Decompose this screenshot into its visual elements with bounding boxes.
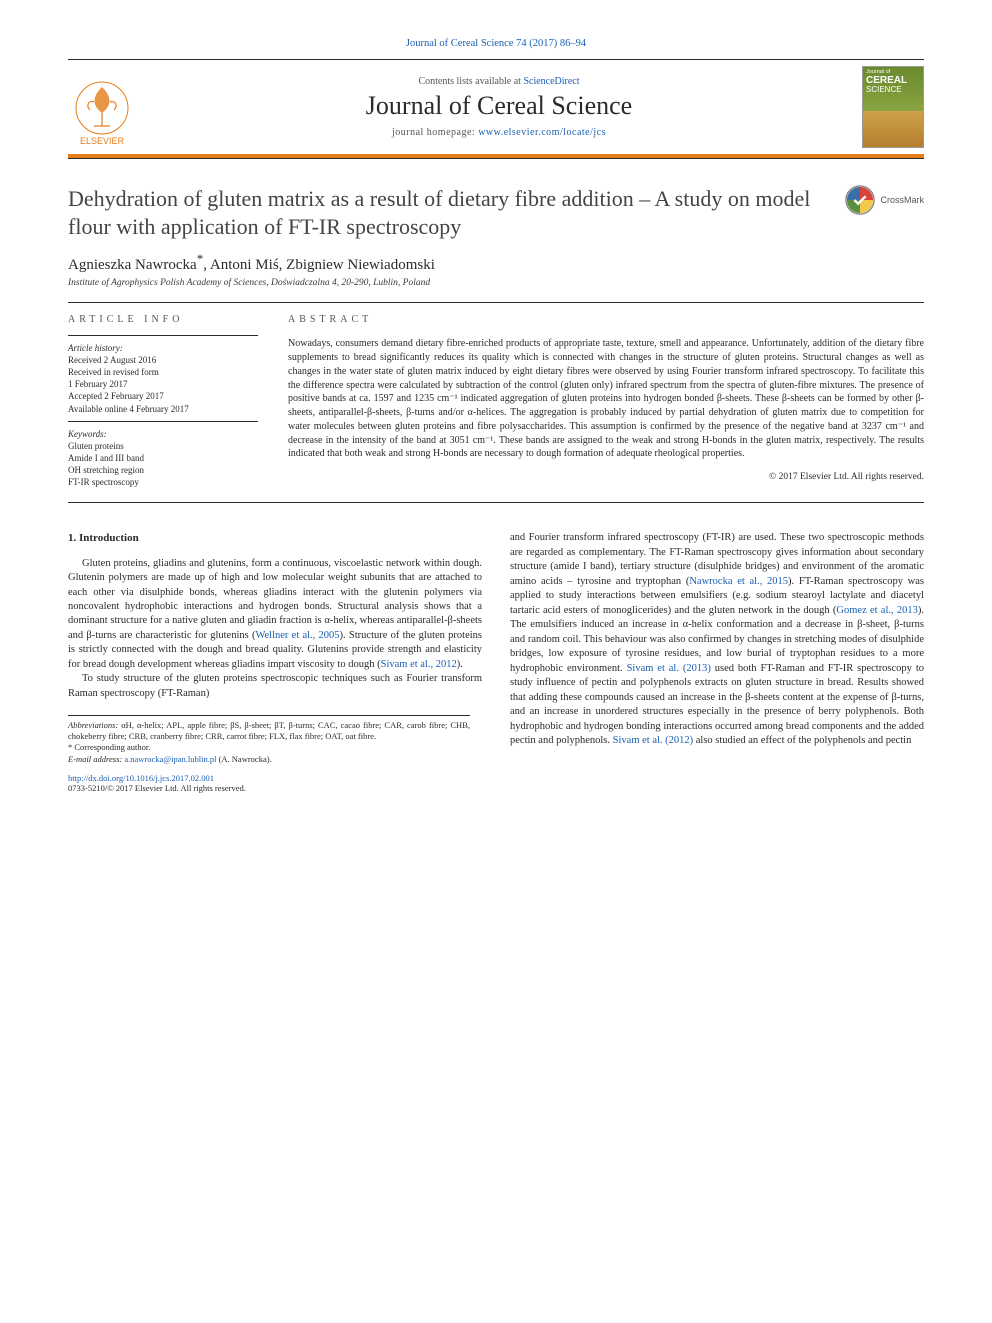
orange-rule (68, 154, 924, 158)
info-abstract-block: article info Article history: Received 2… (68, 302, 924, 503)
running-head: Journal of Cereal Science 74 (2017) 86–9… (68, 38, 924, 49)
journal-cover-thumb: Journal of CEREAL SCIENCE (862, 66, 924, 148)
keyword: OH stretching region (68, 464, 258, 476)
crossmark-icon (845, 185, 875, 215)
sciencedirect-link[interactable]: ScienceDirect (523, 76, 579, 87)
citation-link[interactable]: Sivam et al. (2013) (627, 663, 711, 674)
issn-copyright: 0733-5210/© 2017 Elsevier Ltd. All right… (68, 783, 246, 793)
crossmark-label: CrossMark (880, 195, 924, 205)
author: Agnieszka Nawrocka (68, 257, 197, 273)
journal-header: ELSEVIER Contents lists available at Sci… (68, 59, 924, 159)
author: Antoni Miś (210, 257, 279, 273)
history-item: Available online 4 February 2017 (68, 403, 258, 415)
article-info: article info Article history: Received 2… (68, 313, 258, 488)
citation-link[interactable]: Sivam et al., 2012 (381, 659, 457, 670)
abbr-label: Abbreviations: (68, 720, 118, 730)
corr-note: * Corresponding author. (68, 742, 150, 752)
body-paragraph: To study structure of the gluten protein… (68, 672, 482, 701)
elsevier-logo: ELSEVIER (68, 68, 136, 146)
keyword: Gluten proteins (68, 440, 258, 452)
history-item: 1 February 2017 (68, 378, 258, 390)
history-item: Received 2 August 2016 (68, 354, 258, 366)
doi-link[interactable]: http://dx.doi.org/10.1016/j.jcs.2017.02.… (68, 773, 214, 783)
doi-footer: http://dx.doi.org/10.1016/j.jcs.2017.02.… (68, 773, 924, 793)
citation-link[interactable]: Wellner et al., 2005 (255, 630, 339, 641)
abstract: abstract Nowadays, consumers demand diet… (288, 313, 924, 488)
abstract-copyright: © 2017 Elsevier Ltd. All rights reserved… (288, 471, 924, 484)
keyword: Amide I and III band (68, 452, 258, 464)
footnotes: Abbreviations: αH, α-helix; APL, apple f… (68, 715, 470, 764)
abbr-text: αH, α-helix; APL, apple fibre; βS, β-she… (68, 720, 470, 741)
author-list: Agnieszka Nawrocka*, Antoni Miś, Zbignie… (68, 251, 924, 274)
abstract-text: Nowadays, consumers demand dietary fibre… (288, 337, 924, 461)
homepage-link[interactable]: www.elsevier.com/locate/jcs (478, 127, 606, 138)
citation-link[interactable]: Sivam et al. (2012) (613, 735, 693, 746)
keywords-label: Keywords: (68, 428, 258, 440)
elsevier-label: ELSEVIER (80, 136, 124, 146)
keyword: FT-IR spectroscopy (68, 476, 258, 488)
citation-link[interactable]: Nawrocka et al., 2015 (689, 576, 788, 587)
journal-homepage: journal homepage: www.elsevier.com/locat… (152, 127, 846, 138)
elsevier-tree-icon (74, 80, 130, 136)
section-heading: 1. Introduction (68, 531, 482, 546)
affiliation: Institute of Agrophysics Polish Academy … (68, 278, 924, 288)
citation-link[interactable]: Journal of Cereal Science 74 (2017) 86–9… (406, 38, 586, 49)
contents-available: Contents lists available at ScienceDirec… (152, 76, 846, 87)
author: Zbigniew Niewiadomski (286, 257, 435, 273)
article-body: 1. Introduction Gluten proteins, gliadin… (68, 531, 924, 764)
journal-name: Journal of Cereal Science (152, 91, 846, 121)
crossmark-badge[interactable]: CrossMark (845, 185, 924, 215)
citation-link[interactable]: Gomez et al., 2013 (836, 605, 917, 616)
history-item: Received in revised form (68, 366, 258, 378)
history-item: Accepted 2 February 2017 (68, 390, 258, 402)
body-paragraph: and Fourier transform infrared spectrosc… (510, 531, 924, 748)
article-title: Dehydration of gluten matrix as a result… (68, 185, 827, 241)
email-label: E-mail address: (68, 754, 124, 764)
abstract-heading: abstract (288, 313, 924, 327)
history-label: Article history: (68, 342, 258, 354)
email-link[interactable]: a.nawrocka@ipan.lublin.pl (124, 754, 216, 764)
info-heading: article info (68, 313, 258, 327)
body-paragraph: Gluten proteins, gliadins and glutenins,… (68, 557, 482, 673)
